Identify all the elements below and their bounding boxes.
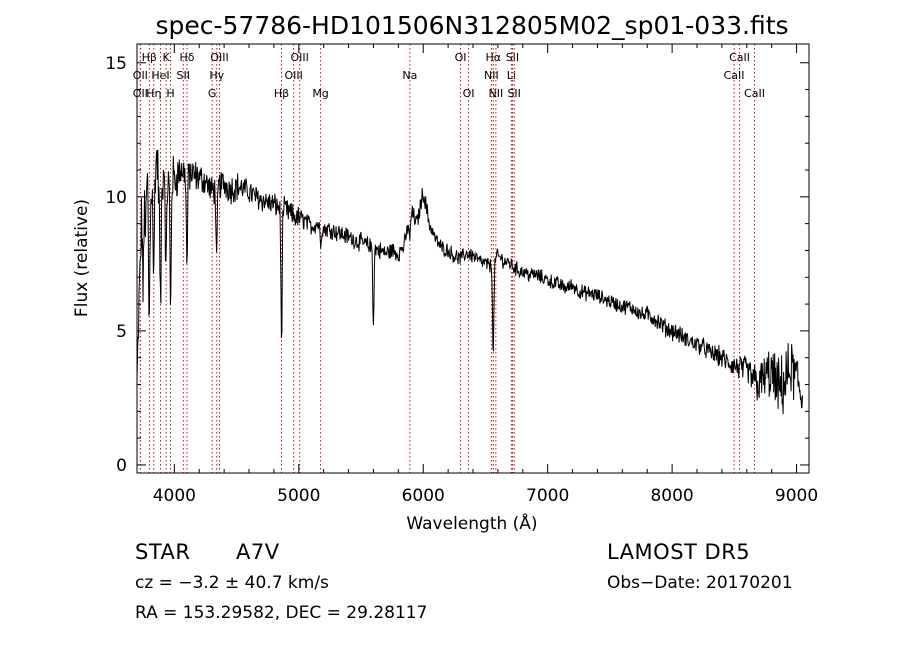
line-marker-label: OIII [210,51,228,64]
y-tick-label: 0 [116,456,127,476]
y-tick-label: 5 [116,322,127,342]
line-marker-label: OIII [290,51,308,64]
line-marker-label: H [166,87,174,100]
x-tick-label: 6000 [402,486,445,506]
axis-ticks: 4000 5000 6000 7000 8000 9000 0 5 10 15 [105,44,818,506]
line-marker-label: OI [463,87,475,100]
line-marker-label: HeI [151,69,169,82]
line-marker-label: SII [507,87,520,100]
line-marker-label: Hβ [142,51,157,64]
line-marker-label: Li [507,69,516,82]
line-marker-label: Hβ [274,87,289,100]
y-tick-label: 10 [105,188,127,208]
survey-name: LAMOST DR5 [607,540,751,564]
x-tick-label: 7000 [526,486,569,506]
line-marker-label: Hη [146,87,161,100]
line-marker-label: Na [402,69,417,82]
line-marker-label: Mg [312,87,328,100]
line-marker-label: NII [489,87,504,100]
line-marker-label: CaII [729,51,750,64]
plot-frame [136,43,810,474]
x-tick-label: 8000 [650,486,693,506]
redshift-value: cz = −3.2 ± 40.7 km/s [135,573,329,593]
line-marker-label: OIII [284,69,302,82]
line-marker-label: Hδ [180,51,195,64]
line-marker-label: CaII [744,87,765,100]
x-tick-label: 9000 [775,486,818,506]
line-marker-label: SII [177,69,190,82]
line-marker-label: Hα [486,51,502,64]
line-marker-label: K [163,51,171,64]
line-marker-label: CaII [724,69,745,82]
y-axis-label: Flux (relative) [72,199,92,317]
line-marker-label: NII [484,69,499,82]
x-tick-label: 5000 [277,486,320,506]
chart-title: spec-57786-HD101506N312805M02_sp01-033.f… [155,11,788,40]
line-marker-label: SII [506,51,519,64]
x-tick-label: 4000 [153,486,196,506]
spectral-class: A7V [236,540,280,564]
coordinates: RA = 153.29582, DEC = 29.28117 [135,603,428,623]
spectrum-line [136,149,803,415]
spectrum-series [136,149,803,415]
line-marker-label: OI [455,51,467,64]
line-marker-label: Hγ [209,69,224,82]
observation-date: Obs−Date: 20170201 [607,573,793,593]
object-type: STAR [135,540,191,564]
line-marker-label: G [208,87,217,100]
y-tick-label: 15 [105,54,127,74]
x-axis-label: Wavelength (Å) [406,512,537,534]
